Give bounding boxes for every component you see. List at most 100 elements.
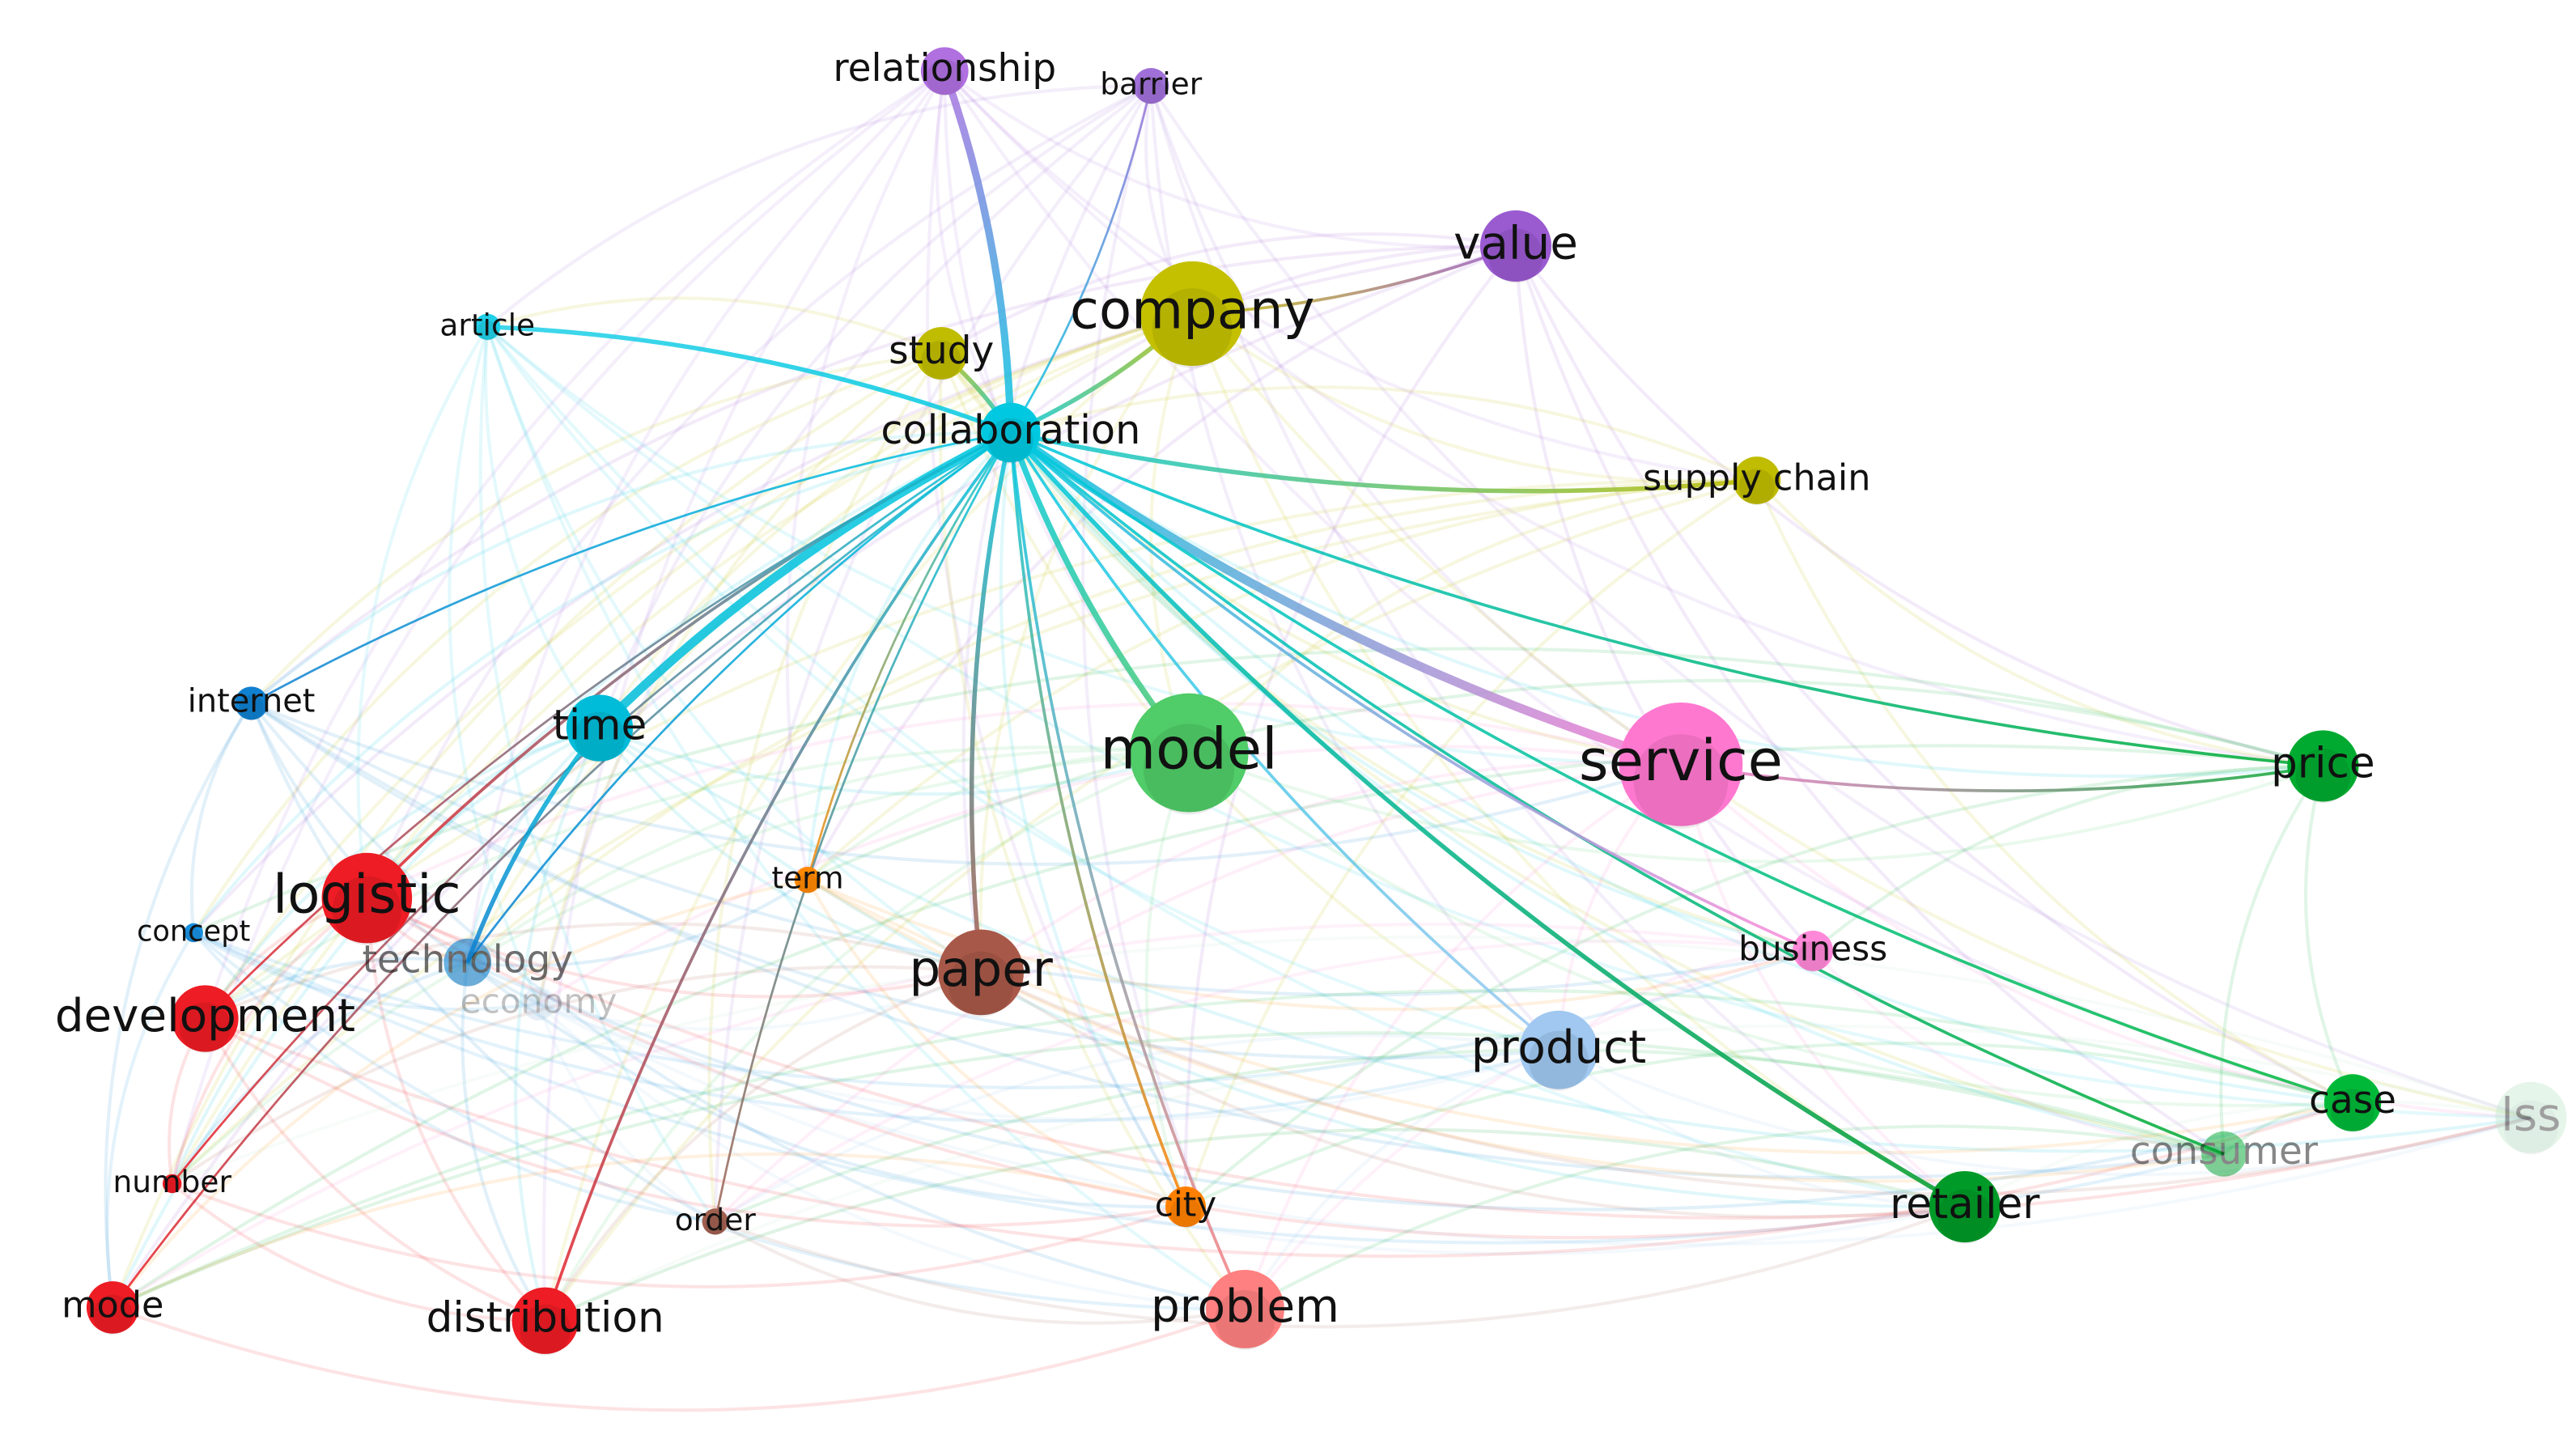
node-circle[interactable] [1165, 1186, 1207, 1227]
node-label: price [2271, 739, 2374, 787]
node-circle[interactable] [2287, 730, 2359, 802]
node-circle[interactable] [443, 938, 492, 987]
node-technology[interactable]: technology [363, 938, 573, 987]
link-article-logistic [356, 325, 489, 898]
node-company[interactable]: company [1070, 261, 1315, 368]
node-consumer[interactable]: consumer [2130, 1129, 2319, 1178]
node-circle[interactable] [1133, 68, 1169, 104]
link-company-distribution [543, 312, 1194, 1322]
node-label: model [1101, 716, 1278, 783]
node-city[interactable]: city [1155, 1185, 1216, 1229]
node-circle[interactable] [162, 1174, 182, 1194]
node-value[interactable]: value [1454, 210, 1578, 283]
node-shade [797, 873, 818, 894]
node-circle[interactable] [86, 1281, 139, 1334]
node-supply-chain[interactable]: supply chain [1643, 456, 1871, 506]
link-collaboration-relationship [940, 70, 1015, 433]
node-term[interactable]: term [771, 860, 843, 896]
node-paper[interactable]: paper [909, 929, 1054, 1017]
node-circle[interactable] [321, 852, 413, 944]
node-number[interactable]: number [112, 1164, 231, 1199]
node-order[interactable]: order [675, 1202, 757, 1237]
node-time[interactable]: time [553, 694, 647, 763]
link-collaboration-case [1009, 431, 2353, 1105]
link-technology-number [170, 961, 469, 1185]
node-collaboration[interactable]: collaboration [881, 402, 1140, 464]
node-circle[interactable] [1619, 703, 1743, 826]
link-number-city [171, 1182, 1186, 1288]
node-business[interactable]: business [1738, 928, 1887, 972]
node-label: supply chain [1643, 457, 1871, 499]
link-logistic-lss [366, 896, 2531, 1220]
link-time-technology [465, 726, 602, 964]
node-logistic[interactable]: logistic [273, 852, 461, 945]
link-lss-number [171, 935, 2532, 1186]
link-barrier-problem [1081, 85, 1247, 1310]
node-label: barrier [1100, 66, 1202, 102]
node-circle[interactable] [794, 866, 821, 894]
node-lss[interactable]: lss [2495, 1081, 2567, 1155]
node-barrier[interactable]: barrier [1100, 66, 1203, 105]
node-circle[interactable] [1793, 930, 1834, 971]
node-model[interactable]: model [1101, 693, 1278, 815]
node-internet[interactable]: internet [188, 682, 316, 721]
node-development[interactable]: development [55, 985, 355, 1054]
node-label: paper [909, 940, 1053, 998]
link-term-city [806, 879, 1186, 1208]
node-circle[interactable] [920, 47, 969, 96]
node-circle[interactable] [1139, 261, 1245, 367]
node-circle[interactable] [235, 686, 269, 720]
node-circle[interactable] [474, 313, 501, 341]
link-supply-chain-term [806, 478, 1757, 881]
node-case[interactable]: case [2309, 1074, 2396, 1133]
node-circle[interactable] [2323, 1074, 2382, 1131]
link-consumer-order [714, 1048, 2225, 1224]
link-relationship-value [944, 70, 1517, 249]
node-circle[interactable] [2201, 1131, 2247, 1177]
link-price-business [1811, 764, 2323, 953]
link-logistic-distribution [365, 898, 547, 1322]
node-concept[interactable]: concept [137, 915, 250, 948]
node-economy[interactable]: economy [460, 982, 617, 1021]
link-collaboration-article [487, 325, 1012, 435]
node-circle[interactable] [1206, 1270, 1284, 1348]
node-circle[interactable] [511, 1287, 579, 1354]
node-circle[interactable] [566, 694, 634, 762]
node-retailer[interactable]: retailer [1890, 1170, 2040, 1244]
node-circle[interactable] [1929, 1170, 2001, 1243]
node-circle[interactable] [1519, 1010, 1598, 1089]
node-circle[interactable] [938, 929, 1024, 1016]
node-mode[interactable]: mode [62, 1281, 163, 1335]
node-shade [449, 950, 486, 987]
node-shade [238, 694, 265, 721]
node-circle[interactable] [1479, 210, 1552, 282]
node-circle[interactable] [1129, 693, 1249, 813]
node-distribution[interactable]: distribution [427, 1287, 664, 1356]
node-circle[interactable] [702, 1208, 728, 1235]
node-problem[interactable]: problem [1151, 1270, 1339, 1350]
node-circle[interactable] [172, 985, 239, 1052]
link-model-distribution [543, 751, 1190, 1322]
node-relationship[interactable]: relationship [833, 46, 1056, 96]
node-price[interactable]: price [2271, 730, 2375, 804]
node-service[interactable]: service [1579, 703, 1783, 829]
node-circle[interactable] [1733, 456, 1781, 504]
node-circle[interactable] [2495, 1081, 2567, 1153]
strong-links [112, 70, 2353, 1322]
node-article[interactable]: article [439, 307, 535, 342]
link-collaboration-price [1009, 431, 2323, 779]
link-barrier-lss [1149, 84, 2531, 1119]
node-circle[interactable] [184, 923, 203, 943]
node-circle[interactable] [981, 402, 1041, 463]
node-label: number [112, 1164, 231, 1199]
link-article-retailer [486, 325, 1966, 1209]
link-service-price [1680, 762, 2323, 792]
node-study[interactable]: study [889, 327, 994, 381]
node-product[interactable]: product [1471, 1010, 1646, 1091]
node-shade [1797, 940, 1829, 972]
node-shade [987, 418, 1033, 464]
node-circle[interactable] [521, 987, 556, 1021]
link-article-service [486, 325, 1681, 766]
node-circle[interactable] [915, 327, 968, 380]
